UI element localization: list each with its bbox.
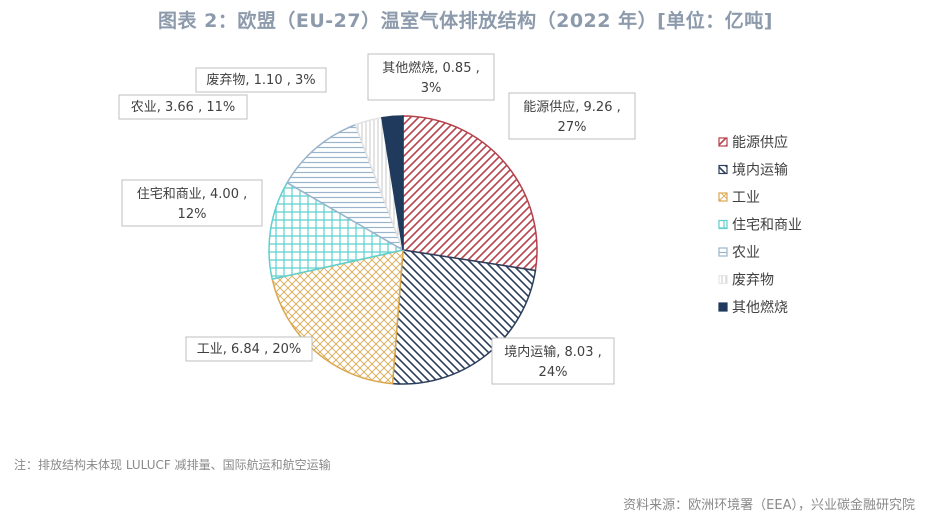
legend-item-1: 能源供应 bbox=[718, 134, 788, 151]
legend-item-3: 工业 bbox=[718, 190, 760, 206]
legend-item-5: 农业 bbox=[718, 245, 760, 261]
legend-item-7: 其他燃烧 bbox=[718, 299, 788, 316]
legend-label: 其他燃烧 bbox=[732, 299, 788, 316]
data-label-line2: 12% bbox=[178, 207, 207, 222]
data-label-line1: 工业, 6.84 , 20% bbox=[197, 342, 302, 357]
legend-swatch bbox=[718, 137, 728, 147]
source-note: 资料来源：欧洲环境署（EEA），兴业碳金融研究院 bbox=[623, 498, 915, 513]
data-label-line1: 其他燃烧, 0.85 , bbox=[382, 60, 479, 76]
pie-slice-4 bbox=[268, 181, 406, 280]
pie-slices bbox=[268, 115, 538, 385]
legend-label: 能源供应 bbox=[732, 134, 788, 151]
legend-item-2: 境内运输 bbox=[718, 163, 788, 179]
data-label-1: 能源供应, 9.26 , 27% bbox=[508, 92, 636, 140]
data-label-5: 农业, 3.66 , 11% bbox=[118, 94, 248, 120]
legend-swatch bbox=[718, 302, 728, 312]
pie-slice-2 bbox=[391, 249, 537, 385]
legend-item-4: 住宅和商业 bbox=[718, 218, 802, 234]
legend-swatch bbox=[718, 219, 728, 230]
data-label-6: 废弃物, 1.10 , 3% bbox=[195, 67, 327, 93]
data-label-line1: 住宅和商业, 4.00 , bbox=[137, 187, 247, 202]
legend-label: 农业 bbox=[732, 245, 760, 261]
legend-swatch bbox=[718, 164, 728, 175]
data-label-line2: 27% bbox=[558, 120, 587, 135]
data-label-4: 住宅和商业, 4.00 , 12% bbox=[121, 179, 263, 227]
data-label-line1: 废弃物, 1.10 , 3% bbox=[206, 72, 315, 88]
data-label-7: 其他燃烧, 0.85 , 3% bbox=[367, 53, 495, 101]
pie-slice-3 bbox=[271, 249, 404, 385]
legend-label: 住宅和商业 bbox=[732, 218, 802, 234]
legend-label: 工业 bbox=[732, 190, 760, 206]
footnote: 注：排放结构未体现 LULUCF 减排量、国际航运和航空运输 bbox=[14, 458, 331, 472]
legend-swatch bbox=[718, 247, 728, 257]
legend-swatch bbox=[718, 274, 728, 285]
pie-slice-7 bbox=[381, 115, 404, 251]
data-label-line2: 3% bbox=[421, 81, 442, 96]
data-label-line1: 农业, 3.66 , 11% bbox=[131, 100, 236, 115]
chart-title: 图表 2：欧盟（EU-27）温室气体排放结构（2022 年）[单位：亿吨] bbox=[158, 10, 773, 32]
data-label-line1: 境内运输, 8.03 , bbox=[504, 344, 601, 360]
legend-label: 境内运输 bbox=[732, 163, 788, 179]
pie-slice-1 bbox=[402, 115, 538, 272]
pie-slice-5 bbox=[286, 123, 405, 252]
data-labels: 能源供应, 9.26 , 27% 境内运输, 8.03 , 24% 工业, 6.84 ,… bbox=[118, 53, 636, 385]
legend-item-6: 废弃物 bbox=[718, 273, 774, 289]
data-label-line2: 24% bbox=[539, 365, 568, 380]
data-label-2: 境内运输, 8.03 , 24% bbox=[491, 337, 615, 385]
legend-swatch bbox=[718, 192, 728, 202]
legend-label: 废弃物 bbox=[732, 273, 774, 289]
data-label-3: 工业, 6.84 , 20% bbox=[185, 336, 313, 362]
data-label-line1: 能源供应, 9.26 , bbox=[523, 99, 620, 115]
